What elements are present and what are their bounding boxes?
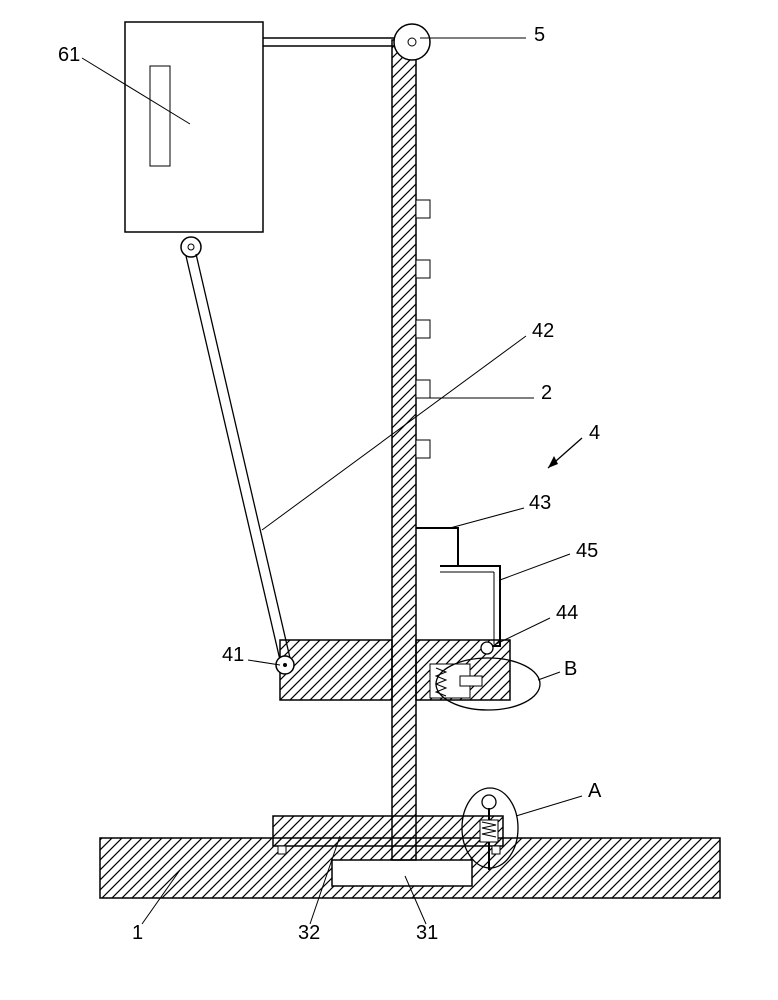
label-61: 61 — [58, 44, 80, 67]
bracket-43 — [416, 528, 458, 566]
mount-foot-left — [278, 846, 286, 854]
label-41: 41 — [222, 644, 244, 667]
top-pulley-inner — [408, 38, 416, 46]
label-b: B — [564, 658, 577, 681]
spring-b-plunger — [460, 676, 482, 686]
detail-a-ball — [482, 795, 496, 809]
notch-3 — [416, 320, 430, 338]
mount-foot-right — [492, 846, 500, 854]
label-32: 32 — [298, 922, 320, 945]
slide-pin-left-dot — [283, 663, 287, 667]
leader-45 — [500, 554, 570, 580]
leader-43 — [450, 508, 524, 528]
bracket-45 — [440, 566, 500, 646]
notch-4 — [416, 380, 430, 398]
label-4: 4 — [589, 422, 600, 445]
label-44: 44 — [556, 602, 578, 625]
notch-5 — [416, 440, 430, 458]
strut-line-2 — [196, 254, 290, 658]
pillar — [392, 40, 416, 860]
label-45: 45 — [576, 540, 598, 563]
strut-line-1 — [186, 256, 280, 660]
leader-b — [538, 672, 560, 680]
diagram-container: 61 5 42 2 4 43 45 44 41 B A 1 32 31 — [0, 0, 778, 1000]
top-box — [125, 22, 263, 232]
top-box-slot — [150, 66, 170, 166]
arrow-4-head — [548, 456, 558, 468]
label-31: 31 — [416, 922, 438, 945]
label-1: 1 — [132, 922, 143, 945]
notch-1 — [416, 200, 430, 218]
label-5: 5 — [534, 24, 545, 47]
notch-2 — [416, 260, 430, 278]
under-block — [332, 860, 472, 886]
label-43: 43 — [529, 492, 551, 515]
slide-block-left — [280, 640, 392, 700]
right-pin — [481, 642, 493, 654]
label-a: A — [588, 780, 601, 803]
mount-block — [273, 816, 503, 846]
label-2: 2 — [541, 382, 552, 405]
leader-41 — [248, 660, 280, 665]
label-42: 42 — [532, 320, 554, 343]
leader-a — [516, 796, 582, 816]
lower-pivot-inner — [188, 244, 194, 250]
diagram-svg — [0, 0, 778, 1000]
